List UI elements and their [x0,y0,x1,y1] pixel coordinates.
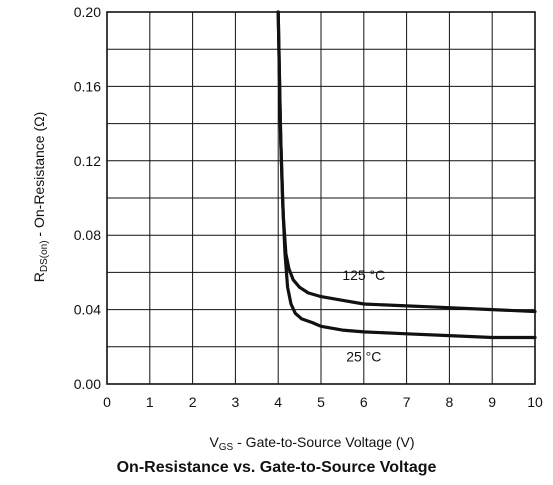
curve-label: 25 °C [346,349,381,365]
y-axis-title: RDS(on) - On-Resistance (Ω) [31,112,50,283]
x-tick-label: 1 [146,394,154,410]
x-tick-label: 9 [488,394,496,410]
y-tick-label: 0.04 [74,302,101,318]
x-tick-label: 0 [103,394,111,410]
y-tick-label: 0.16 [74,78,101,94]
y-tick-labels: 0.00 0.04 0.08 0.12 0.16 0.20 [74,4,101,392]
y-tick-label: 0.20 [74,4,101,20]
x-axis-title: VGS - Gate-to-Source Voltage (V) [209,434,414,453]
series-lines [276,10,537,340]
x-tick-label: 4 [274,394,282,410]
x-tick-label: 5 [317,394,325,410]
x-tick-label: 2 [189,394,197,410]
x-tick-labels: 0 1 2 3 4 5 6 7 8 9 10 [103,394,543,410]
x-tick-label: 3 [232,394,240,410]
y-tick-label: 0.00 [74,376,101,392]
annotations: 125 °C 25 °C [342,267,385,365]
x-tick-label: 10 [527,394,543,410]
series-line-25-c [276,10,537,340]
curve-label: 125 °C [342,267,385,283]
plot-frame [106,11,536,385]
x-tick-label: 8 [446,394,454,410]
x-tick-label: 6 [360,394,368,410]
chart-title: On-Resistance vs. Gate-to-Source Voltage [116,459,437,476]
y-tick-label: 0.08 [74,227,101,243]
grid [107,12,535,384]
y-tick-label: 0.12 [74,153,101,169]
x-tick-label: 7 [403,394,411,410]
